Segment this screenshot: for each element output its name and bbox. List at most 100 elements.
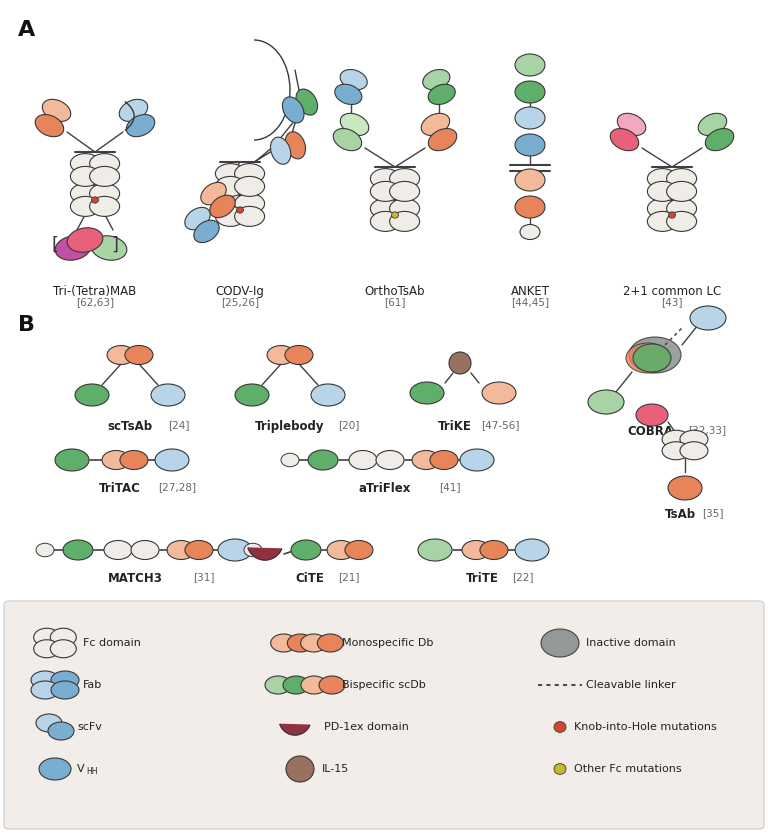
Ellipse shape — [429, 129, 457, 150]
Ellipse shape — [34, 640, 60, 658]
Ellipse shape — [667, 198, 697, 218]
Ellipse shape — [349, 450, 377, 470]
Ellipse shape — [67, 228, 103, 252]
Text: OrthoTsAb: OrthoTsAb — [365, 285, 425, 298]
Ellipse shape — [340, 70, 367, 90]
Ellipse shape — [311, 384, 345, 406]
FancyBboxPatch shape — [4, 601, 764, 829]
Text: scFv: scFv — [77, 722, 102, 732]
Text: Monospecific Db: Monospecific Db — [342, 638, 433, 648]
Ellipse shape — [102, 450, 130, 470]
Ellipse shape — [376, 450, 404, 470]
Ellipse shape — [647, 181, 677, 202]
Ellipse shape — [647, 169, 677, 189]
Text: [31]: [31] — [193, 572, 214, 582]
Ellipse shape — [31, 681, 59, 699]
Ellipse shape — [647, 212, 677, 231]
Ellipse shape — [119, 99, 147, 122]
Ellipse shape — [370, 198, 400, 218]
Ellipse shape — [36, 543, 54, 557]
Ellipse shape — [690, 306, 726, 330]
Ellipse shape — [51, 671, 79, 689]
Ellipse shape — [131, 540, 159, 559]
Ellipse shape — [333, 129, 362, 150]
Ellipse shape — [270, 137, 291, 165]
Text: TsAb: TsAb — [664, 508, 696, 521]
Ellipse shape — [389, 212, 419, 231]
Ellipse shape — [39, 758, 71, 780]
Ellipse shape — [389, 198, 419, 218]
Text: [20]: [20] — [338, 420, 359, 430]
Ellipse shape — [430, 450, 458, 470]
Ellipse shape — [48, 722, 74, 740]
Ellipse shape — [412, 450, 440, 470]
Ellipse shape — [515, 196, 545, 218]
Ellipse shape — [680, 430, 708, 449]
Ellipse shape — [34, 628, 60, 646]
Ellipse shape — [155, 449, 189, 471]
Ellipse shape — [234, 176, 265, 197]
Ellipse shape — [215, 193, 246, 213]
Ellipse shape — [107, 345, 135, 365]
Ellipse shape — [370, 212, 400, 231]
Ellipse shape — [126, 114, 155, 137]
Ellipse shape — [167, 540, 195, 559]
Ellipse shape — [51, 681, 79, 699]
Ellipse shape — [633, 344, 671, 372]
Text: Fab: Fab — [83, 680, 102, 690]
Ellipse shape — [301, 634, 326, 652]
Ellipse shape — [71, 184, 101, 203]
Ellipse shape — [345, 540, 373, 559]
Text: Bispecific scDb: Bispecific scDb — [342, 680, 425, 690]
Ellipse shape — [235, 384, 269, 406]
Ellipse shape — [287, 634, 313, 652]
Ellipse shape — [389, 181, 419, 202]
Ellipse shape — [667, 212, 697, 231]
Ellipse shape — [370, 181, 400, 202]
Ellipse shape — [90, 197, 120, 217]
Ellipse shape — [285, 345, 313, 365]
Text: [25,26]: [25,26] — [221, 297, 259, 307]
Text: HH: HH — [86, 768, 98, 776]
Text: [: [ — [51, 236, 58, 254]
Ellipse shape — [35, 114, 64, 137]
Ellipse shape — [515, 539, 549, 561]
Ellipse shape — [698, 113, 727, 135]
Text: [41]: [41] — [439, 482, 461, 492]
Polygon shape — [280, 724, 310, 735]
Text: [21]: [21] — [338, 572, 359, 582]
Ellipse shape — [340, 113, 369, 135]
Ellipse shape — [636, 404, 668, 426]
Ellipse shape — [234, 193, 265, 213]
Ellipse shape — [515, 107, 545, 129]
Ellipse shape — [541, 629, 579, 657]
Ellipse shape — [244, 543, 262, 557]
Ellipse shape — [71, 154, 101, 174]
Ellipse shape — [267, 345, 295, 365]
Ellipse shape — [418, 539, 452, 561]
Ellipse shape — [91, 197, 98, 203]
Ellipse shape — [327, 540, 355, 559]
Text: 2+1 common LC: 2+1 common LC — [623, 285, 721, 298]
Ellipse shape — [63, 540, 93, 560]
Text: Fc domain: Fc domain — [83, 638, 141, 648]
Ellipse shape — [185, 207, 210, 230]
Text: [35]: [35] — [702, 508, 723, 518]
Text: TriTAC: TriTAC — [99, 482, 141, 495]
Text: ANKET: ANKET — [511, 285, 549, 298]
Text: MATCH3: MATCH3 — [108, 572, 163, 585]
Ellipse shape — [392, 212, 399, 218]
Text: Tri-(Tetra)MAB: Tri-(Tetra)MAB — [53, 285, 137, 298]
Text: Other Fc mutations: Other Fc mutations — [574, 764, 682, 774]
Ellipse shape — [515, 54, 545, 76]
Ellipse shape — [515, 134, 545, 156]
Ellipse shape — [515, 169, 545, 191]
Ellipse shape — [210, 195, 235, 218]
Ellipse shape — [55, 236, 91, 260]
Ellipse shape — [104, 540, 132, 559]
Text: [62,63]: [62,63] — [76, 297, 114, 307]
Text: [24]: [24] — [168, 420, 190, 430]
Text: TriTE: TriTE — [465, 572, 498, 585]
Text: CiTE: CiTE — [296, 572, 324, 585]
Ellipse shape — [281, 454, 299, 467]
